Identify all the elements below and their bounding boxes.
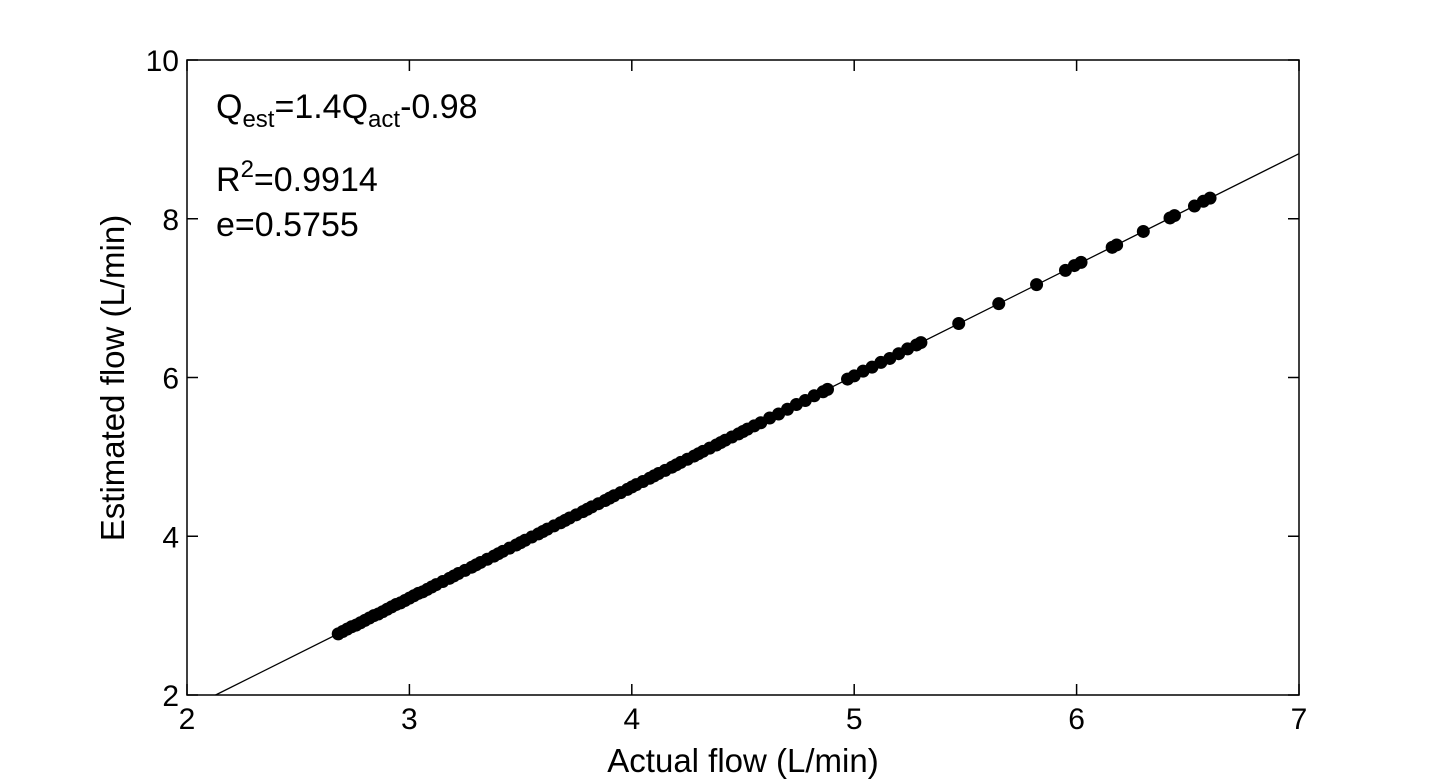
y-axis-label: Estimated flow (L/min) xyxy=(94,215,131,541)
axis-ticks xyxy=(186,59,1300,696)
data-point xyxy=(1167,209,1181,223)
data-point xyxy=(952,317,966,331)
x-tick-label: 7 xyxy=(1291,703,1308,736)
y-tick-label: 10 xyxy=(146,45,179,78)
x-tick-label: 3 xyxy=(401,703,418,736)
error-annotation: e=0.5755 xyxy=(216,206,359,244)
data-point xyxy=(1110,238,1124,252)
y-tick-label: 6 xyxy=(162,363,179,396)
x-axis-label: Actual flow (L/min) xyxy=(607,742,878,779)
y-tick-label: 2 xyxy=(162,680,179,713)
data-point xyxy=(992,297,1006,311)
x-tick-label: 2 xyxy=(179,703,196,736)
data-point xyxy=(821,382,835,396)
data-point xyxy=(1136,224,1150,238)
axis-tick-labels: 2 3 4 5 6 7 2 4 6 8 10 xyxy=(146,45,1308,736)
x-tick-label: 5 xyxy=(846,703,863,736)
plot-area xyxy=(186,59,1300,696)
data-point xyxy=(1030,278,1044,292)
data-point xyxy=(1203,191,1217,205)
x-tick-label: 4 xyxy=(623,703,640,736)
data-point xyxy=(1074,255,1088,269)
data-points xyxy=(331,191,1217,641)
y-tick-label: 8 xyxy=(162,204,179,237)
equation-annotation: Qest=1.4Qact-0.98 xyxy=(216,88,478,133)
r-squared-annotation: R2=0.9914 xyxy=(216,156,378,199)
x-tick-label: 6 xyxy=(1068,703,1085,736)
data-point xyxy=(914,336,928,350)
y-tick-label: 4 xyxy=(162,521,179,554)
